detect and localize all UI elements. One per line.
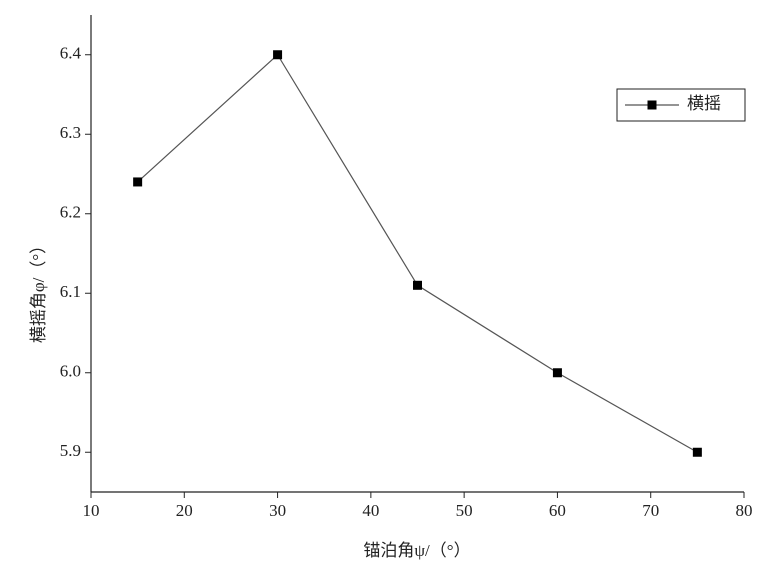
y-tick-label: 6.2 [60, 203, 81, 222]
x-tick-label: 70 [642, 501, 659, 520]
x-tick-label: 50 [456, 501, 473, 520]
y-tick-label: 5.9 [60, 441, 81, 460]
x-tick-label: 40 [362, 501, 379, 520]
x-tick-label: 80 [736, 501, 753, 520]
x-tick-label: 30 [269, 501, 286, 520]
data-marker [692, 447, 702, 457]
y-tick-label: 6.1 [60, 282, 81, 301]
x-tick-label: 10 [83, 501, 100, 520]
y-axis-label: 横摇角φ/（°） [29, 237, 48, 343]
y-tick-label: 6.0 [60, 362, 81, 381]
data-marker [273, 50, 283, 60]
y-tick-label: 6.4 [60, 44, 82, 63]
data-marker [552, 368, 562, 378]
x-axis-label: 锚泊角ψ/（°） [363, 541, 470, 560]
y-tick-label: 6.3 [60, 123, 81, 142]
x-tick-label: 20 [176, 501, 193, 520]
data-line [137, 53, 698, 453]
data-marker [413, 280, 422, 290]
x-tick-label: 60 [549, 501, 566, 520]
legend-label: 横摇 [687, 94, 721, 113]
legend-marker [647, 100, 657, 110]
data-marker [133, 177, 143, 187]
